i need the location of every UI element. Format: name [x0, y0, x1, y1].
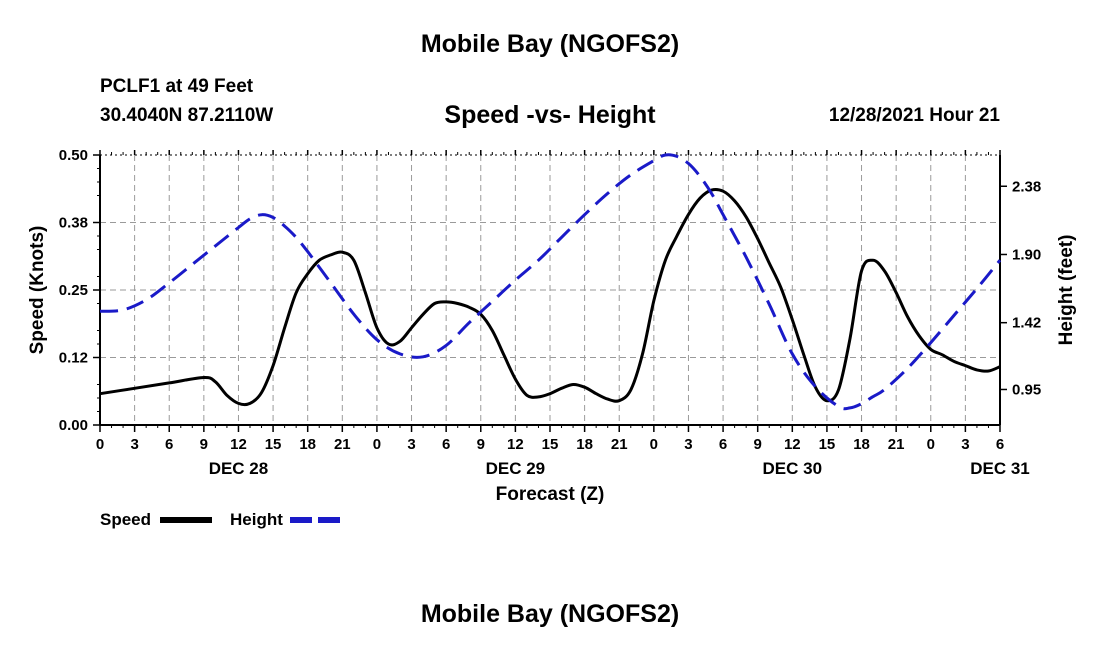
y-tick-label: 0.50 [59, 147, 88, 164]
y2-tick-label: 0.95 [1012, 381, 1041, 398]
day-label: DEC 29 [486, 459, 546, 478]
y-tick-label: 0.38 [59, 215, 88, 232]
x-tick-label: 15 [819, 436, 836, 453]
height-series-line [99, 153, 1002, 411]
y-tick-label: 0.25 [59, 282, 88, 299]
station-label: PCLF1 at 49 Feet [100, 76, 254, 97]
x-tick-label: 18 [853, 436, 870, 453]
forecast-datetime: 12/28/2021 Hour 21 [828, 105, 1000, 126]
day-label: DEC 28 [209, 459, 269, 478]
x-tick-label: 21 [611, 436, 628, 453]
x-tick-label: 3 [130, 436, 138, 453]
x-tick-label: 9 [477, 436, 485, 453]
x-tick-label: 18 [576, 436, 593, 453]
x-tick-label: 3 [961, 436, 969, 453]
x-tick-label: 12 [507, 436, 524, 453]
y2-tick-label: 1.90 [1012, 246, 1041, 263]
x-tick-label: 3 [684, 436, 692, 453]
legend-speed-label: Speed [100, 510, 151, 529]
x-tick-label: 9 [200, 436, 208, 453]
y-tick-label: 0.12 [59, 350, 88, 367]
chart-title: Mobile Bay (NGOFS2) [420, 30, 680, 58]
x-tick-label: 0 [927, 436, 935, 453]
x-tick-label: 0 [650, 436, 658, 453]
y2-axis-title: Height (feet) [1056, 235, 1077, 346]
x-axis-title: Forecast (Z) [496, 484, 605, 505]
y2-tick-label: 2.38 [1012, 178, 1041, 195]
x-tick-label: 21 [888, 436, 905, 453]
x-tick-label: 6 [719, 436, 727, 453]
day-label: DEC 30 [763, 459, 823, 478]
y2-tick-label: 1.42 [1012, 315, 1041, 332]
x-tick-label: 12 [230, 436, 247, 453]
speed-height-chart: 0 3 6 9 12 15 18 21 0 3 6 9 12 15 18 21 0 3 6 9 12 15 18 21 0 3 6 0… [27, 147, 1077, 529]
x-tick-label: 12 [784, 436, 801, 453]
legend-height-label: Height [230, 510, 283, 529]
footer-title: Mobile Bay (NGOFS2) [420, 600, 680, 628]
x-tick-label: 21 [334, 436, 351, 453]
x-tick-label: 0 [96, 436, 104, 453]
x-tick-label: 6 [165, 436, 173, 453]
x-tick-label: 6 [996, 436, 1004, 453]
y-axis-title: Speed (Knots) [27, 226, 48, 355]
day-label: DEC 31 [970, 459, 1030, 478]
x-tick-label: 18 [299, 436, 316, 453]
x-tick-label: 6 [442, 436, 450, 453]
speed-series-line [99, 187, 1001, 407]
chart-subtitle: Speed -vs- Height [444, 101, 656, 129]
x-tick-label: 0 [373, 436, 381, 453]
x-tick-label: 9 [754, 436, 762, 453]
x-tick-label: 15 [542, 436, 559, 453]
x-tick-label: 15 [265, 436, 282, 453]
y-tick-label: 0.00 [59, 417, 88, 434]
x-tick-label: 3 [407, 436, 415, 453]
station-coordinates: 30.4040N 87.2110W [100, 105, 274, 126]
